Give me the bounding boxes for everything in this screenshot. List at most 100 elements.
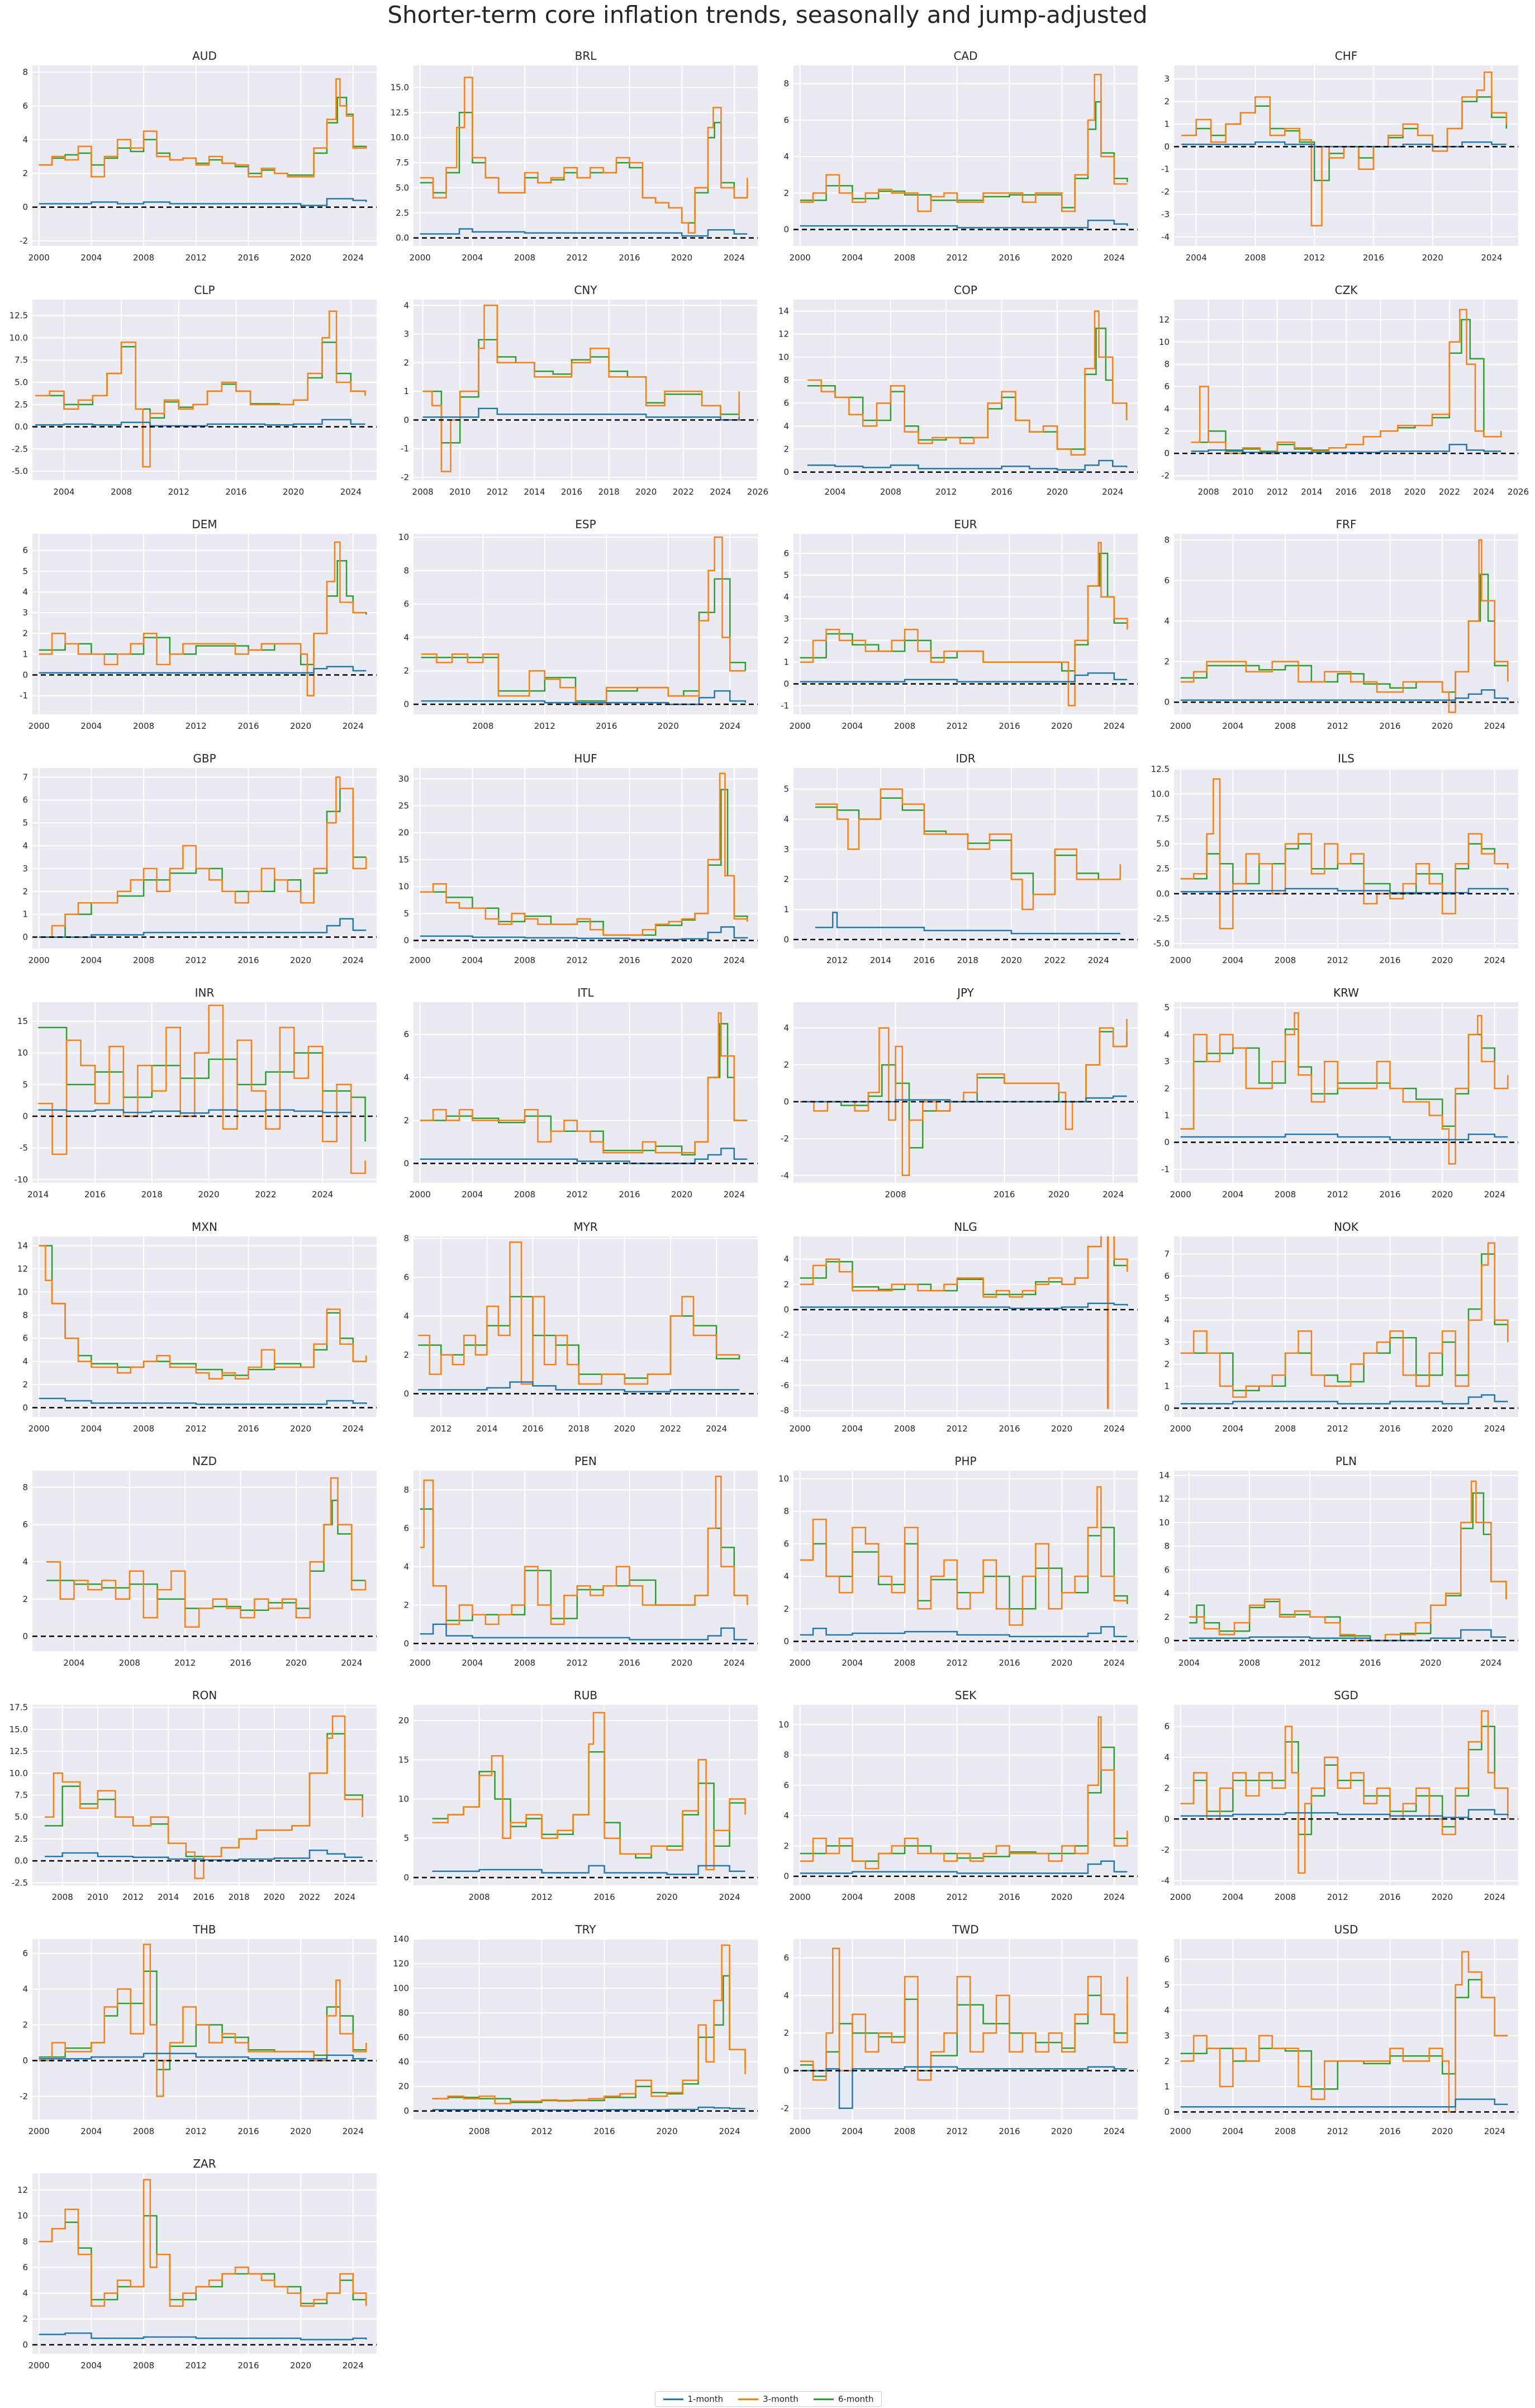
series-line-1-month <box>432 2106 745 2111</box>
x-tick-label: 2024 <box>1104 1424 1125 1434</box>
x-tick-label: 2014 <box>524 487 545 497</box>
subplot-title: FRF <box>1336 518 1357 531</box>
x-tick-label: 2008 <box>1275 1892 1296 1902</box>
series-line-3-month <box>39 2179 367 2307</box>
y-tick-label: 6 <box>403 599 409 609</box>
subplot-thb: 2000 2004 2008 2012 2016 2020 2024 -2 0 2 4 6 THB <box>20 1923 377 2136</box>
x-tick-label: 2008 <box>133 253 154 263</box>
y-tick-label: 10.0 <box>9 1768 28 1778</box>
x-tick-label: 2008 <box>469 1892 490 1902</box>
y-tick-label: 3 <box>1164 1337 1170 1347</box>
plot-area <box>32 1002 377 1183</box>
subplot-myr: 2012 2014 2016 2018 2020 2022 2024 0 2 4 6 8 MYR <box>403 1220 758 1434</box>
x-tick-label: 2012 <box>487 487 508 497</box>
x-tick-label: 2008 <box>111 487 132 497</box>
series-line-1-month <box>39 2332 367 2340</box>
series-line-1-month <box>800 672 1128 682</box>
y-tick-label: 6 <box>1164 575 1170 585</box>
x-tick-label: 2010 <box>449 487 471 497</box>
x-tick-label: 2004 <box>842 2126 863 2136</box>
y-tick-label: -2.5 <box>12 444 28 454</box>
y-tick-label: 2 <box>22 168 28 178</box>
x-tick-label: 2004 <box>80 721 102 731</box>
subplot-huf: 2000 2004 2008 2012 2016 2020 2024 0 5 10 15 20 25 30… <box>398 752 758 965</box>
y-tick-label: 2 <box>1164 97 1170 107</box>
series-line-1-month <box>815 912 1120 935</box>
series-line-3-month <box>800 1716 1128 1870</box>
y-tick-label: 2 <box>783 188 789 198</box>
series-line-3-month <box>420 1476 748 1625</box>
x-tick-label: 2012 <box>1327 1189 1348 1200</box>
x-tick-label: 2020 <box>657 2126 678 2136</box>
plot-area <box>793 1939 1138 2120</box>
y-tick-label: 60 <box>398 2032 409 2042</box>
x-tick-label: 2024 <box>724 1658 745 1668</box>
x-tick-label: 2026 <box>1508 487 1529 497</box>
y-tick-label: 2 <box>1164 1783 1170 1793</box>
x-tick-label: 2020 <box>1432 955 1453 965</box>
x-tick-label: 2012 <box>186 2360 207 2371</box>
y-tick-label: 5 <box>403 1833 409 1843</box>
x-tick-label: 2016 <box>991 487 1012 497</box>
subplot-title: ESP <box>575 518 596 531</box>
x-tick-label: 2004 <box>80 1424 102 1434</box>
x-tick-label: 2000 <box>28 1424 50 1434</box>
subplot-cny: 2008 2010 2012 2014 2016 2018 2020 2022 2024 2026… <box>401 283 768 497</box>
y-tick-label: 10 <box>398 881 409 892</box>
plot-area <box>414 1471 758 1651</box>
y-tick-label: 2.5 <box>15 1834 28 1844</box>
x-tick-label: 2016 <box>999 1424 1020 1434</box>
x-tick-label: 2024 <box>724 253 745 263</box>
y-tick-label: 4 <box>1164 2005 1170 2015</box>
y-tick-label: -4 <box>1161 232 1170 242</box>
plot-area <box>1174 1939 1518 2120</box>
y-tick-label: 1 <box>1164 119 1170 129</box>
y-tick-label: 12 <box>778 329 789 339</box>
y-tick-label: 1 <box>1164 1381 1170 1391</box>
y-tick-label: 15 <box>17 1016 28 1026</box>
subplot-title: AUD <box>192 49 217 63</box>
x-tick-label: 2004 <box>63 1658 84 1668</box>
y-tick-label: 8 <box>22 1310 28 1320</box>
y-tick-label: -2.5 <box>12 1878 28 1888</box>
y-tick-label: 0 <box>22 2055 28 2065</box>
y-tick-label: 4 <box>22 1984 28 1994</box>
series-line-1-month <box>807 459 1128 471</box>
y-tick-label: -5 <box>20 1143 28 1153</box>
x-tick-label: 2020 <box>1051 1892 1072 1902</box>
y-tick-label: 140 <box>393 1934 409 1944</box>
x-tick-label: 2004 <box>462 253 483 263</box>
series-line-3-month <box>800 74 1128 212</box>
y-tick-label: -3 <box>1161 209 1170 219</box>
subplot-cop: 2004 2008 2012 2016 2020 2024 0 2 4 6 8 10 12 14 COP <box>778 283 1138 497</box>
x-tick-label: 2024 <box>1088 955 1109 965</box>
y-tick-label: 0 <box>1164 1636 1170 1646</box>
y-tick-label: 2 <box>1164 426 1170 436</box>
subplot-title: RON <box>192 1689 217 1702</box>
y-tick-label: 10 <box>17 2211 28 2221</box>
x-tick-label: 2020 <box>1432 1189 1453 1200</box>
x-tick-label: 2012 <box>122 1892 144 1902</box>
series-line-1-month <box>800 2066 1128 2110</box>
y-tick-label: 0 <box>403 415 409 425</box>
subplot-pen: 2000 2004 2008 2012 2016 2020 2024 0 2 4 6 8 PEN <box>403 1454 758 1668</box>
series-line-1-month <box>420 228 748 237</box>
x-tick-label: 2020 <box>286 1658 307 1668</box>
plot-area <box>793 1236 1138 1417</box>
x-tick-label: 2024 <box>1481 253 1502 263</box>
y-tick-label: 5 <box>22 818 28 828</box>
y-tick-label: 2.5 <box>396 208 409 218</box>
y-tick-label: 10 <box>778 1474 789 1484</box>
x-tick-label: 2016 <box>999 1892 1020 1902</box>
x-tick-label: 2012 <box>534 721 555 731</box>
series-line-3-month <box>1180 1012 1509 1165</box>
x-tick-label: 2014 <box>158 1892 179 1902</box>
y-tick-label: 0 <box>1164 141 1170 151</box>
plot-area <box>32 1471 377 1651</box>
x-tick-label: 2016 <box>237 2126 259 2136</box>
subplot-ron: 2008 2010 2012 2014 2016 2018 2020 2022 2024 -2.5… <box>9 1689 377 1902</box>
x-tick-label: 2012 <box>531 1892 553 1902</box>
x-tick-label: 2016 <box>619 1189 640 1200</box>
x-tick-label: 2016 <box>999 253 1020 263</box>
x-tick-label: 2020 <box>290 2360 311 2371</box>
